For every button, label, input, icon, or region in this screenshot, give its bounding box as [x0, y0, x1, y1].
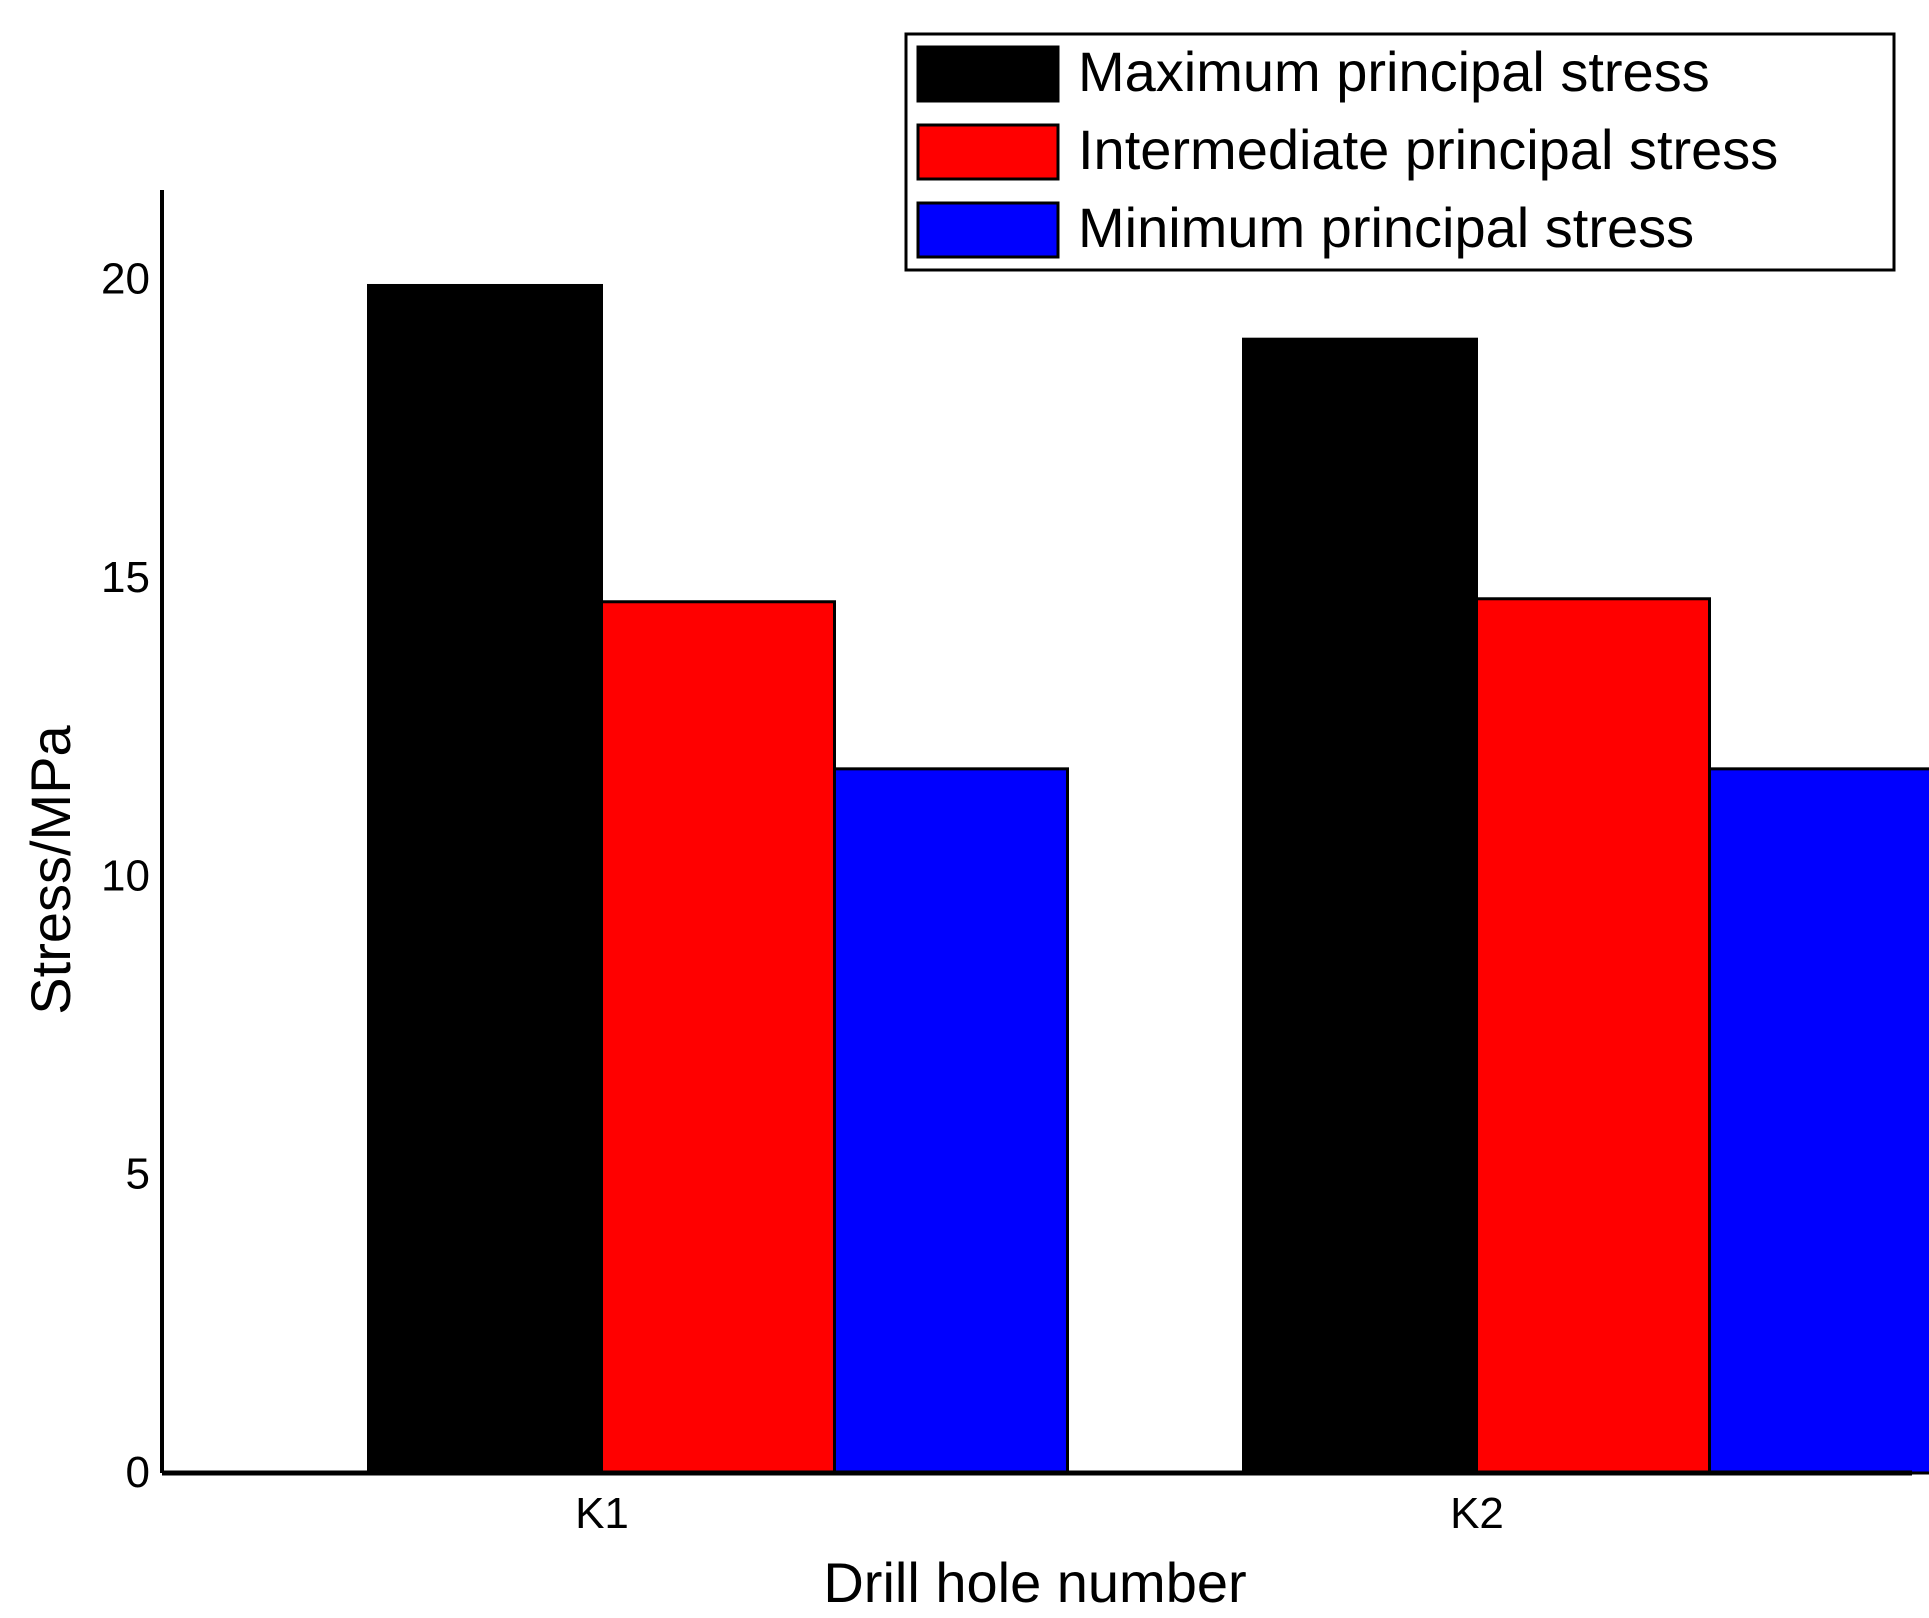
bar-k1-series-3 — [833, 767, 1069, 1475]
x-tick-labels: K1 K2 — [575, 1489, 1504, 1538]
x-tick-label-k2: K2 — [1450, 1489, 1504, 1538]
y-tick-label-15: 15 — [101, 553, 150, 602]
bar-k2-series-2 — [1475, 597, 1711, 1475]
legend-label-2: Intermediate principal stress — [1078, 118, 1778, 181]
bar-k2-series-1 — [1242, 337, 1478, 1475]
y-tick-label-0: 0 — [126, 1448, 150, 1497]
y-tick-label-20: 20 — [101, 255, 150, 304]
y-tick-label-10: 10 — [101, 851, 150, 900]
x-tick-label-k1: K1 — [575, 1489, 629, 1538]
y-tick-label-5: 5 — [126, 1150, 150, 1199]
legend-label-1: Maximum principal stress — [1078, 40, 1710, 103]
legend-swatch-3 — [916, 201, 1060, 259]
legend-swatch-2 — [916, 123, 1060, 181]
y-axis-label: Stress/MPa — [19, 724, 82, 1014]
y-tick-labels: 0 5 10 15 20 — [101, 255, 150, 1497]
bar-k1-series-1 — [367, 283, 603, 1475]
x-axis-label: Drill hole number — [823, 1551, 1246, 1614]
legend: Maximum principal stress Intermediate pri… — [904, 32, 1896, 272]
bar-k1-series-2 — [600, 600, 836, 1475]
legend-label-3: Minimum principal stress — [1078, 196, 1694, 259]
legend-swatch-1 — [916, 45, 1060, 103]
legend-box — [904, 32, 1896, 272]
bars-group — [367, 283, 1929, 1475]
bar-k2-series-3 — [1708, 767, 1929, 1475]
axes-group — [160, 190, 1912, 1476]
